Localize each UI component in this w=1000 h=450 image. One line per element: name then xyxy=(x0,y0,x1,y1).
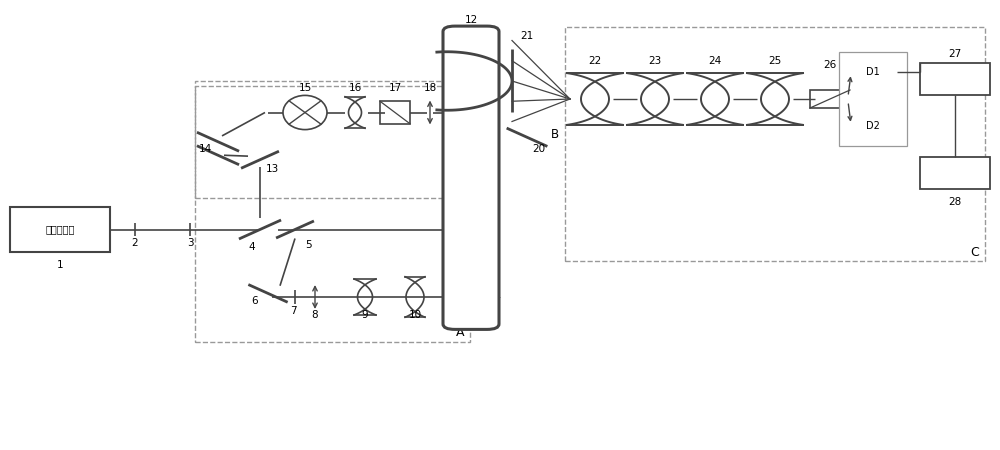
Text: A: A xyxy=(456,327,464,339)
Text: 5: 5 xyxy=(305,240,311,250)
Text: 11: 11 xyxy=(488,290,502,300)
Text: 13: 13 xyxy=(265,164,279,174)
Text: 27: 27 xyxy=(948,49,962,59)
Bar xyxy=(195,81,495,198)
Text: 4: 4 xyxy=(249,243,255,252)
Text: 18: 18 xyxy=(423,83,437,93)
Text: 25: 25 xyxy=(768,56,782,66)
Text: D2: D2 xyxy=(866,121,880,131)
FancyBboxPatch shape xyxy=(443,26,499,329)
Ellipse shape xyxy=(849,110,897,142)
Text: B: B xyxy=(551,129,559,141)
Bar xyxy=(195,86,470,342)
Text: C: C xyxy=(971,246,979,258)
Bar xyxy=(380,101,410,124)
Text: 1: 1 xyxy=(57,261,63,270)
Text: 12: 12 xyxy=(464,15,478,25)
Text: 20: 20 xyxy=(532,144,546,153)
Text: 15: 15 xyxy=(298,83,312,93)
Text: 飞秒激光器: 飞秒激光器 xyxy=(45,225,75,234)
Text: 14: 14 xyxy=(198,144,212,153)
Text: 17: 17 xyxy=(388,83,402,93)
Text: 9: 9 xyxy=(362,310,368,320)
Text: 6: 6 xyxy=(252,297,258,306)
Text: 21: 21 xyxy=(520,31,534,41)
Text: 7: 7 xyxy=(290,306,296,315)
Ellipse shape xyxy=(283,95,327,130)
Text: 2: 2 xyxy=(132,238,138,248)
Ellipse shape xyxy=(849,56,897,88)
Text: 28: 28 xyxy=(948,198,962,207)
Text: 8: 8 xyxy=(312,310,318,320)
Bar xyxy=(920,63,990,94)
Text: D1: D1 xyxy=(866,67,880,77)
Bar xyxy=(839,52,907,146)
Text: 19: 19 xyxy=(448,83,462,93)
Text: 16: 16 xyxy=(348,83,362,93)
Bar xyxy=(10,207,110,252)
Bar xyxy=(920,158,990,189)
Text: 24: 24 xyxy=(708,56,722,66)
Text: 26: 26 xyxy=(823,60,837,70)
Text: 10: 10 xyxy=(408,310,422,320)
Bar xyxy=(565,27,985,261)
Text: B: B xyxy=(481,183,489,195)
Text: 23: 23 xyxy=(648,56,662,66)
Bar xyxy=(810,90,850,108)
Text: 3: 3 xyxy=(187,238,193,248)
Text: 22: 22 xyxy=(588,56,602,66)
